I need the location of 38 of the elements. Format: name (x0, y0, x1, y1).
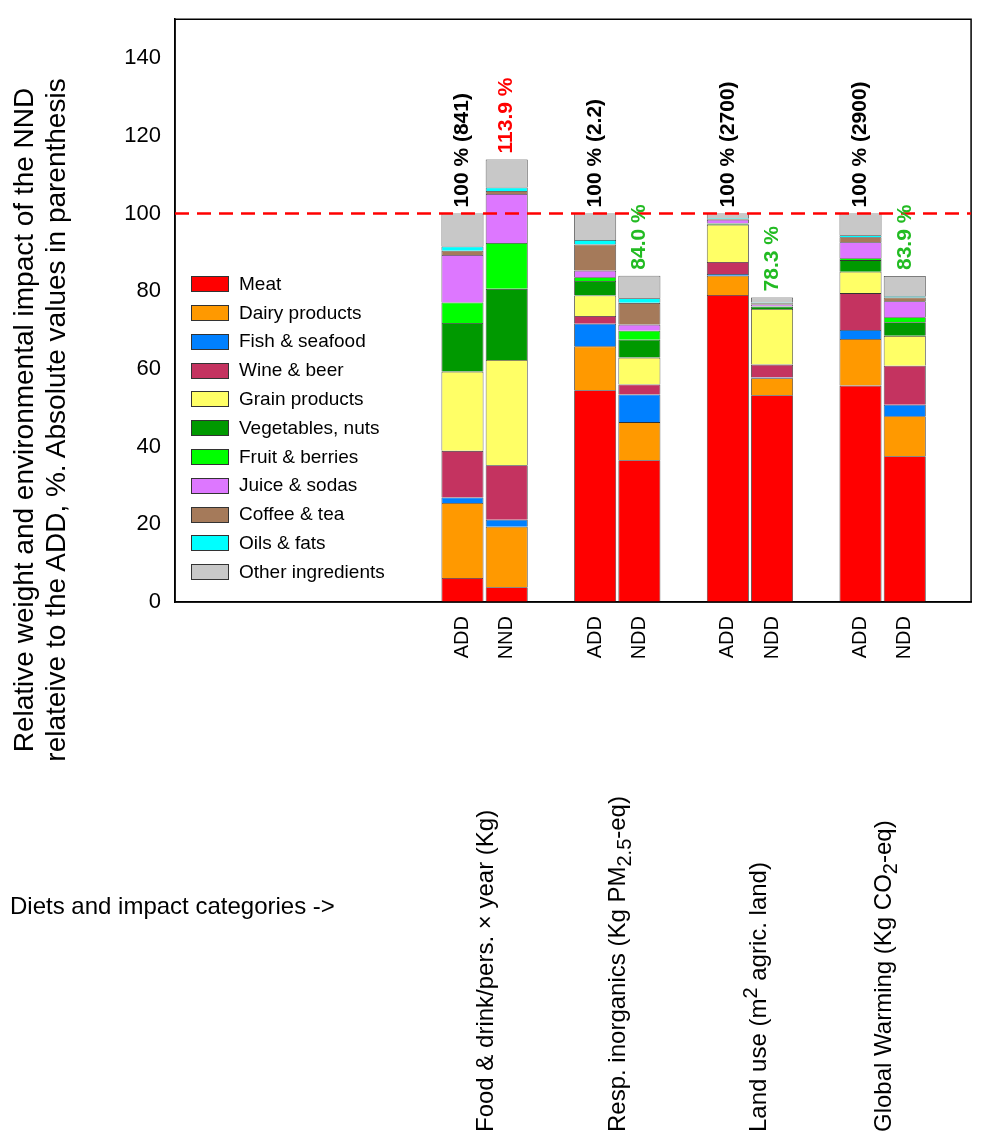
x-tick-label: NND (494, 616, 517, 660)
x-tick-label: NDD (759, 616, 782, 660)
total-label: 83.9 % (891, 204, 915, 271)
total-label: 100 % (2.2) (581, 98, 605, 208)
y-tick-label: 60 (136, 354, 161, 380)
legend-label: Juice & sodas (239, 473, 358, 498)
y-tick-label: 100 (124, 199, 161, 225)
x-tick-label: ADD (848, 616, 871, 659)
legend-label: Dairy products (239, 300, 362, 325)
legend-label: Other ingredients (239, 559, 385, 584)
legend-label: Coffee & tea (239, 502, 345, 527)
total-label: 100 % (2700) (714, 81, 738, 208)
text: Food & drink/pers. × year (Kg) (470, 809, 499, 1132)
x-tick-label: NDD (626, 616, 649, 660)
x-tick-label: ADD (715, 616, 738, 659)
y-tick-label: 80 (136, 277, 161, 303)
y-axis-title: Relative weight and environmental impact of the NND relateive to the ADD, %. Absolute values in parenthesis (8, 77, 72, 764)
total-label: 100 % (2900) (847, 81, 871, 208)
y-tick-label: 140 (124, 44, 161, 70)
total-label: 100 % (841) (449, 93, 473, 208)
y-tick-label: 0 (148, 588, 161, 614)
x-tick-label: ADD (582, 616, 605, 659)
y-tick-label: 40 (136, 432, 161, 458)
legend-label: Fruit & berries (239, 444, 359, 469)
y-tick-label: 120 (124, 121, 161, 147)
legend-label: Meat (239, 271, 282, 296)
legend-label: Oils & fats (239, 530, 326, 555)
legend-label: Vegetables, nuts (239, 415, 380, 440)
legend-label: Fish & seafood (239, 329, 366, 354)
legend-label: Wine & beer (239, 358, 344, 383)
total-label: 113.9 % (493, 77, 517, 154)
text: Diets and impact categories -> (10, 892, 335, 920)
y-tick-label: 20 (136, 510, 161, 536)
legend-label: Grain products (239, 387, 364, 411)
total-label: 78.3 % (758, 225, 782, 292)
x-tick-label: NDD (892, 616, 915, 660)
x-tick-label: ADD (449, 616, 472, 659)
total-label: 84.0 % (626, 203, 650, 270)
